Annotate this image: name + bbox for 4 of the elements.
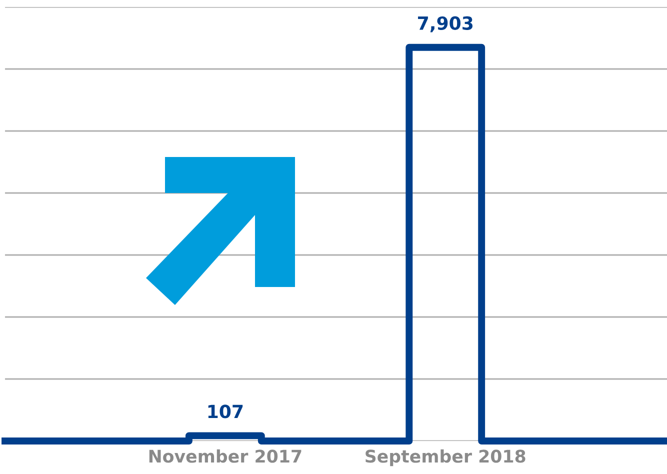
text: 7,903 (418, 16, 472, 32)
text: 107 (208, 404, 243, 418)
x-tick-label: September 2018 (366, 449, 526, 466)
x-tick-label: November 2017 (149, 449, 302, 463)
